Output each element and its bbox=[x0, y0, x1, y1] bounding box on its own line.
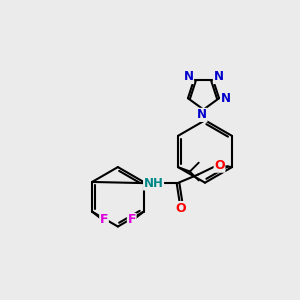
Text: F: F bbox=[100, 214, 108, 226]
Text: N: N bbox=[214, 70, 224, 83]
Text: O: O bbox=[175, 202, 186, 214]
Text: O: O bbox=[214, 159, 225, 172]
Text: N: N bbox=[197, 108, 207, 122]
Text: N: N bbox=[220, 92, 231, 105]
Text: N: N bbox=[184, 70, 194, 83]
Text: F: F bbox=[128, 214, 136, 226]
Text: NH: NH bbox=[144, 177, 164, 190]
